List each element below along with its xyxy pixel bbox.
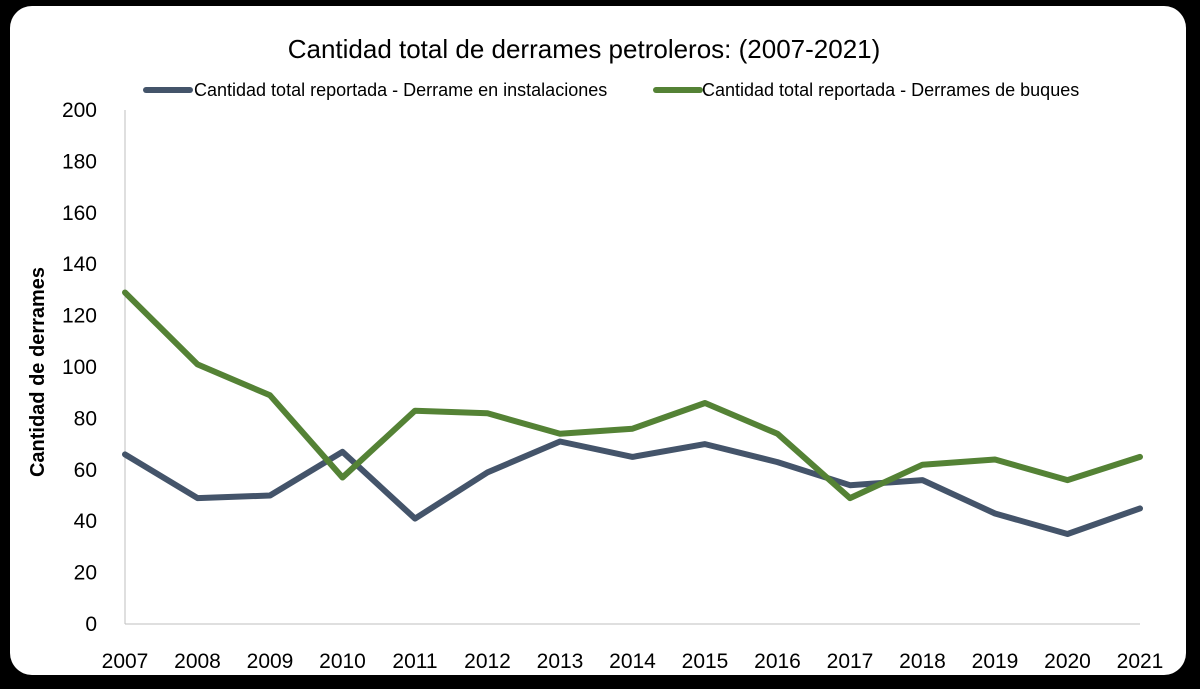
data-point-series-1	[195, 495, 200, 501]
x-tick-label: 2015	[682, 650, 729, 673]
data-point-series-2	[485, 410, 490, 416]
data-point-series-1	[1065, 531, 1070, 537]
y-axis-title: Cantidad de derrames	[27, 267, 49, 477]
data-point-series-2	[267, 392, 273, 398]
y-tick-label: 80	[74, 407, 97, 430]
data-point-series-2	[630, 426, 635, 432]
data-point-series-2	[412, 408, 418, 414]
x-tick-label: 2018	[899, 650, 946, 673]
x-tick-label: 2016	[754, 650, 801, 673]
line-chart: Cantidad total de derrames petroleros: (…	[27, 34, 1164, 673]
data-point-series-1	[775, 459, 780, 465]
y-tick-label: 40	[74, 510, 97, 533]
y-tick-label: 180	[62, 150, 97, 173]
data-point-series-2	[847, 495, 853, 501]
y-tick-label: 200	[62, 99, 97, 122]
x-tick-label: 2020	[1044, 650, 1091, 673]
x-tick-label: 2014	[609, 650, 656, 673]
x-tick-label: 2017	[827, 650, 874, 673]
x-tick-label: 2010	[319, 650, 366, 673]
data-point-series-2	[1065, 477, 1070, 483]
data-point-series-2	[195, 361, 200, 367]
x-tick-label: 2009	[247, 650, 294, 673]
x-tick-label: 2013	[537, 650, 584, 673]
data-point-series-1	[920, 477, 925, 483]
legend: Cantidad total reportada - Derrame en in…	[143, 80, 1079, 100]
data-point-series-1	[557, 439, 563, 444]
y-tick-label: 60	[74, 459, 97, 482]
chart-title: Cantidad total de derrames petroleros: (…	[288, 34, 881, 64]
data-point-series-2	[775, 431, 780, 437]
data-point-series-1	[340, 449, 345, 455]
x-tick-label: 2019	[972, 650, 1019, 673]
data-point-series-2	[557, 431, 563, 437]
x-axis-ticks: 2007 2008 2009 2010 2011 2012 2013 2014 2015 2016…	[102, 650, 1164, 673]
data-point-series-1	[992, 511, 998, 516]
series-line-2	[122, 289, 1143, 502]
data-point-series-2	[702, 400, 708, 406]
y-tick-label: 160	[62, 202, 97, 225]
data-point-series-1	[702, 441, 708, 447]
data-point-series-2	[920, 462, 925, 468]
data-point-series-1	[847, 482, 853, 488]
data-point-series-1	[630, 454, 635, 460]
x-tick-label: 2008	[174, 650, 221, 673]
data-point-series-2	[992, 457, 998, 462]
data-point-series-1	[122, 451, 128, 457]
data-point-series-2	[340, 475, 345, 480]
data-point-series-1	[412, 516, 418, 522]
y-tick-label: 120	[62, 305, 97, 328]
data-point-series-2	[1137, 454, 1143, 460]
x-tick-label: 2011	[392, 650, 437, 673]
data-point-series-1	[1137, 505, 1143, 511]
y-tick-label: 20	[74, 562, 97, 585]
y-tick-label: 100	[62, 356, 97, 379]
x-tick-label: 2021	[1117, 650, 1164, 673]
chart-card: Cantidad total de derrames petroleros: (…	[10, 6, 1186, 675]
legend-label-series-2: Cantidad total reportada - Derrames de b…	[702, 80, 1079, 100]
y-tick-label: 140	[62, 253, 97, 276]
data-point-series-1	[267, 493, 273, 498]
legend-label-series-1: Cantidad total reportada - Derrame en in…	[194, 80, 607, 100]
y-axis-ticks: 0 20 40 60 80 100 120 140 160 180 200	[62, 99, 97, 636]
x-tick-label: 2007	[102, 650, 149, 673]
x-tick-label: 2012	[464, 650, 511, 673]
y-tick-label: 0	[85, 613, 97, 636]
data-point-series-1	[485, 469, 490, 475]
data-point-series-2	[122, 290, 128, 295]
series-layer	[122, 289, 1143, 537]
